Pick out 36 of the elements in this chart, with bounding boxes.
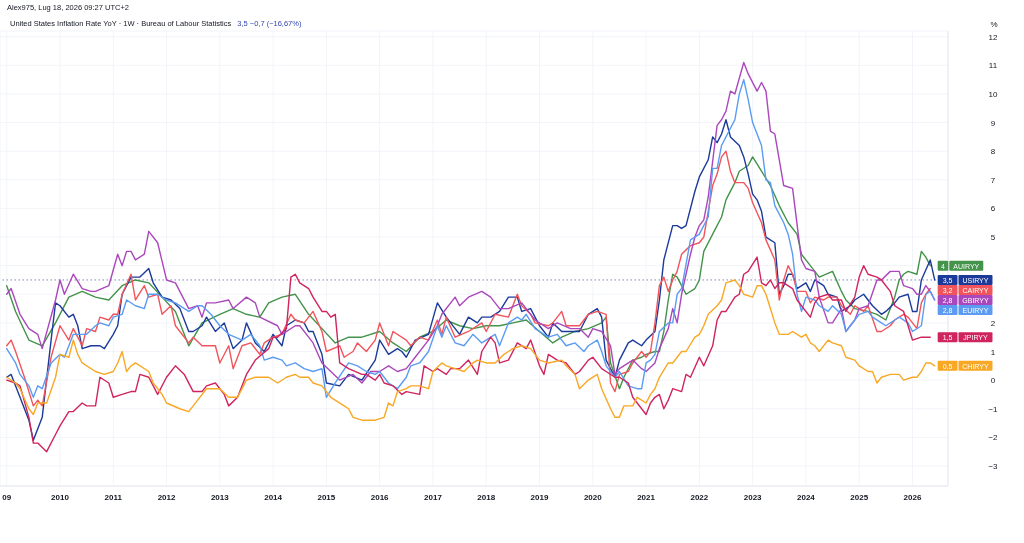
x-tick-label: 2015 — [317, 492, 336, 502]
x-tick-label: 2020 — [583, 492, 603, 502]
y-tick-label: 5 — [990, 232, 996, 242]
line-series — [5, 119, 936, 441]
y-tick-label: 8 — [990, 146, 996, 156]
x-tick-label: 2012 — [157, 492, 176, 502]
y-tick-label: −2 — [988, 432, 999, 442]
y-tick-label: −3 — [988, 461, 999, 471]
y-axis-title: % — [989, 20, 999, 30]
y-tick-label: 9 — [990, 118, 996, 128]
x-tick-label: 2013 — [210, 492, 230, 502]
x-tick-label: 09 — [2, 492, 12, 502]
line-series — [5, 279, 936, 421]
x-tick-label: 2022 — [690, 492, 709, 502]
x-tick-label: 2026 — [903, 492, 922, 502]
x-tick-label: 2014 — [264, 492, 283, 502]
y-tick-label: 2 — [990, 318, 996, 328]
y-tick-label: 0 — [990, 375, 996, 385]
x-tick-label: 2010 — [51, 492, 70, 502]
x-tick-label: 2019 — [530, 492, 549, 502]
x-tick-label: 2011 — [104, 492, 123, 502]
y-tick-label: 10 — [988, 89, 998, 99]
x-tick-label: 2025 — [850, 492, 869, 502]
y-tick-label: 7 — [990, 175, 996, 185]
x-tick-label: 2024 — [797, 492, 816, 502]
line-series — [5, 256, 931, 453]
y-tick-label: 1 — [990, 347, 996, 356]
x-tick-label: 2023 — [743, 492, 763, 502]
x-tick-label: 2017 — [424, 492, 443, 502]
y-tick-label: 12 — [988, 32, 998, 42]
y-tick-label: −1 — [988, 404, 999, 414]
y-tick-label: 6 — [990, 203, 996, 213]
x-tick-label: 2016 — [370, 492, 390, 502]
y-tick-label: 11 — [988, 60, 998, 70]
x-tick-label: 2018 — [477, 492, 496, 502]
x-tick-label: 2021 — [637, 492, 656, 502]
